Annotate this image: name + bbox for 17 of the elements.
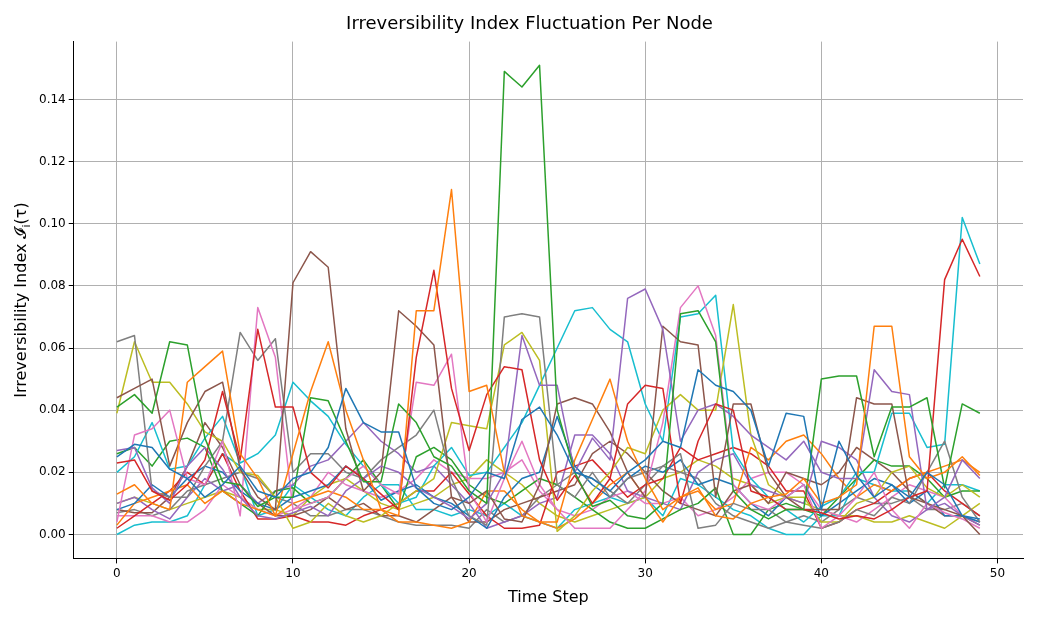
y-tick-label: 0.02 — [39, 464, 66, 479]
x-tick-label: 20 — [461, 565, 477, 580]
x-tick-label: 50 — [989, 565, 1006, 580]
x-tick-label: 30 — [637, 565, 653, 580]
chart-title: Irreversibility Index Fluctuation Per Node — [346, 12, 713, 34]
y-tick-label: 0.06 — [39, 340, 66, 355]
y-tick-label: 0.08 — [39, 277, 66, 292]
x-axis-title: Time Step — [507, 586, 589, 606]
y-tick-label: 0.12 — [39, 153, 66, 168]
x-tick-label: 10 — [285, 565, 301, 580]
y-tick-label: 0.04 — [39, 402, 66, 417]
x-tick-label: 40 — [813, 565, 829, 580]
y-tick-label: 0.00 — [39, 526, 66, 541]
y-tick-label: 0.14 — [39, 91, 66, 106]
y-tick-label: 0.10 — [39, 215, 66, 230]
y-axis-title: Irreversibility Index 𝓘i(τ) — [11, 202, 33, 398]
x-tick-label: 0 — [113, 565, 121, 580]
